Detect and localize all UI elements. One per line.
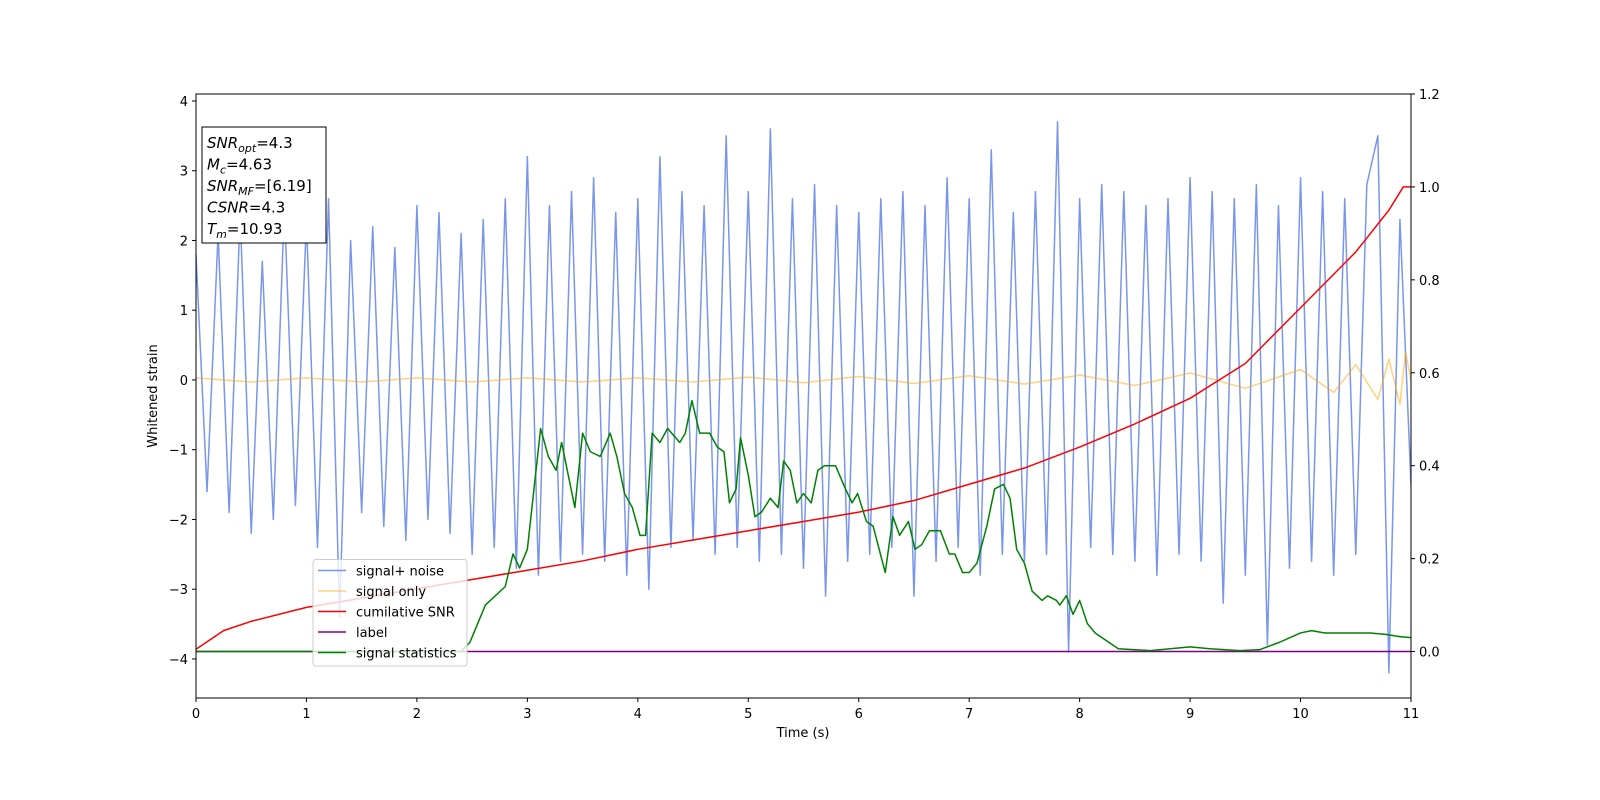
annotation-line: SNRopt=4.3 [207, 134, 293, 155]
annotation-value: =4.3 [256, 134, 292, 152]
x-axis-label: Time (s) [776, 726, 830, 741]
x-tick-label: 11 [1403, 707, 1420, 722]
annotation-symbol: M [207, 156, 220, 174]
y-tick-label: −2 [169, 513, 188, 528]
x-tick-label: 8 [1075, 707, 1083, 722]
annotation-subscript: m [216, 228, 227, 241]
annotation-symbol: CSNR [207, 199, 249, 217]
annotation-subscript: c [220, 164, 226, 177]
y-tick-label: 3 [180, 165, 188, 180]
x-tick-label: 7 [965, 707, 973, 722]
legend: signal+ noise signal only cumilative SNR la… [312, 559, 468, 667]
plot-frame [195, 93, 1412, 699]
x-tick-label: 9 [1186, 707, 1194, 722]
legend-frame [312, 559, 468, 667]
x-tick-label: 10 [1292, 707, 1309, 722]
annotation-line: SNRMF=[6.19] [207, 177, 312, 198]
y2-tick-label: 0.2 [1419, 553, 1440, 568]
annotation-subscript: opt [238, 142, 257, 155]
annotation-symbol: SNR [207, 177, 238, 195]
legend-label: signal statistics [356, 647, 457, 662]
y-tick-label: 0 [180, 374, 188, 389]
y-tick-label: −3 [169, 583, 188, 598]
x-tick-label: 2 [413, 707, 421, 722]
x-tick-label: 0 [192, 707, 200, 722]
series-line [196, 121, 1411, 674]
y2-tick-label: 0.0 [1419, 646, 1440, 661]
x-tick-label: 6 [855, 707, 863, 722]
y2-tick-label: 0.8 [1419, 274, 1440, 289]
annotation-symbol: SNR [207, 134, 238, 152]
annotation-value: =10.93 [227, 220, 283, 238]
y-tick-label: 4 [180, 95, 188, 110]
y-tick-label: −4 [169, 653, 188, 668]
x-tick-label: 4 [634, 707, 642, 722]
annotation-value: =4.3 [249, 199, 285, 217]
annotation-symbol: T [207, 220, 218, 238]
legend-label: signal only [356, 585, 426, 600]
series-line [196, 351, 1411, 406]
annotation-value: =[6.19] [254, 177, 312, 195]
annotation-subscript: MF [238, 185, 254, 198]
legend-label: cumilative SNR [356, 606, 455, 621]
annotation-frame [201, 126, 327, 244]
annotation-line: CSNR=4.3 [207, 199, 285, 217]
annotation-line: Tm=10.93 [207, 220, 282, 241]
x-tick-label: 5 [744, 707, 752, 722]
x-tick-label: 1 [302, 707, 310, 722]
y-tick-label: 2 [180, 234, 188, 249]
y2-tick-label: 0.4 [1419, 460, 1440, 475]
legend-label: label [356, 626, 387, 641]
y2-tick-label: 1.0 [1419, 181, 1440, 196]
x-tick-label: 3 [523, 707, 531, 722]
annotation-line: Mc=4.63 [207, 156, 272, 177]
annotation-box: SNRopt=4.3Mc=4.63SNRMF=[6.19]CSNR=4.3Tm=… [201, 126, 327, 244]
y-axis-label: Whitened strain [146, 344, 161, 447]
legend-label: signal+ noise [356, 565, 444, 580]
series-line [196, 399, 1411, 653]
y2-tick-label: 0.6 [1419, 367, 1440, 382]
y-tick-label: −1 [169, 444, 188, 459]
y2-tick-label: 1.2 [1419, 88, 1440, 103]
y-tick-label: 1 [180, 304, 188, 319]
annotation-value: =4.63 [226, 156, 272, 174]
